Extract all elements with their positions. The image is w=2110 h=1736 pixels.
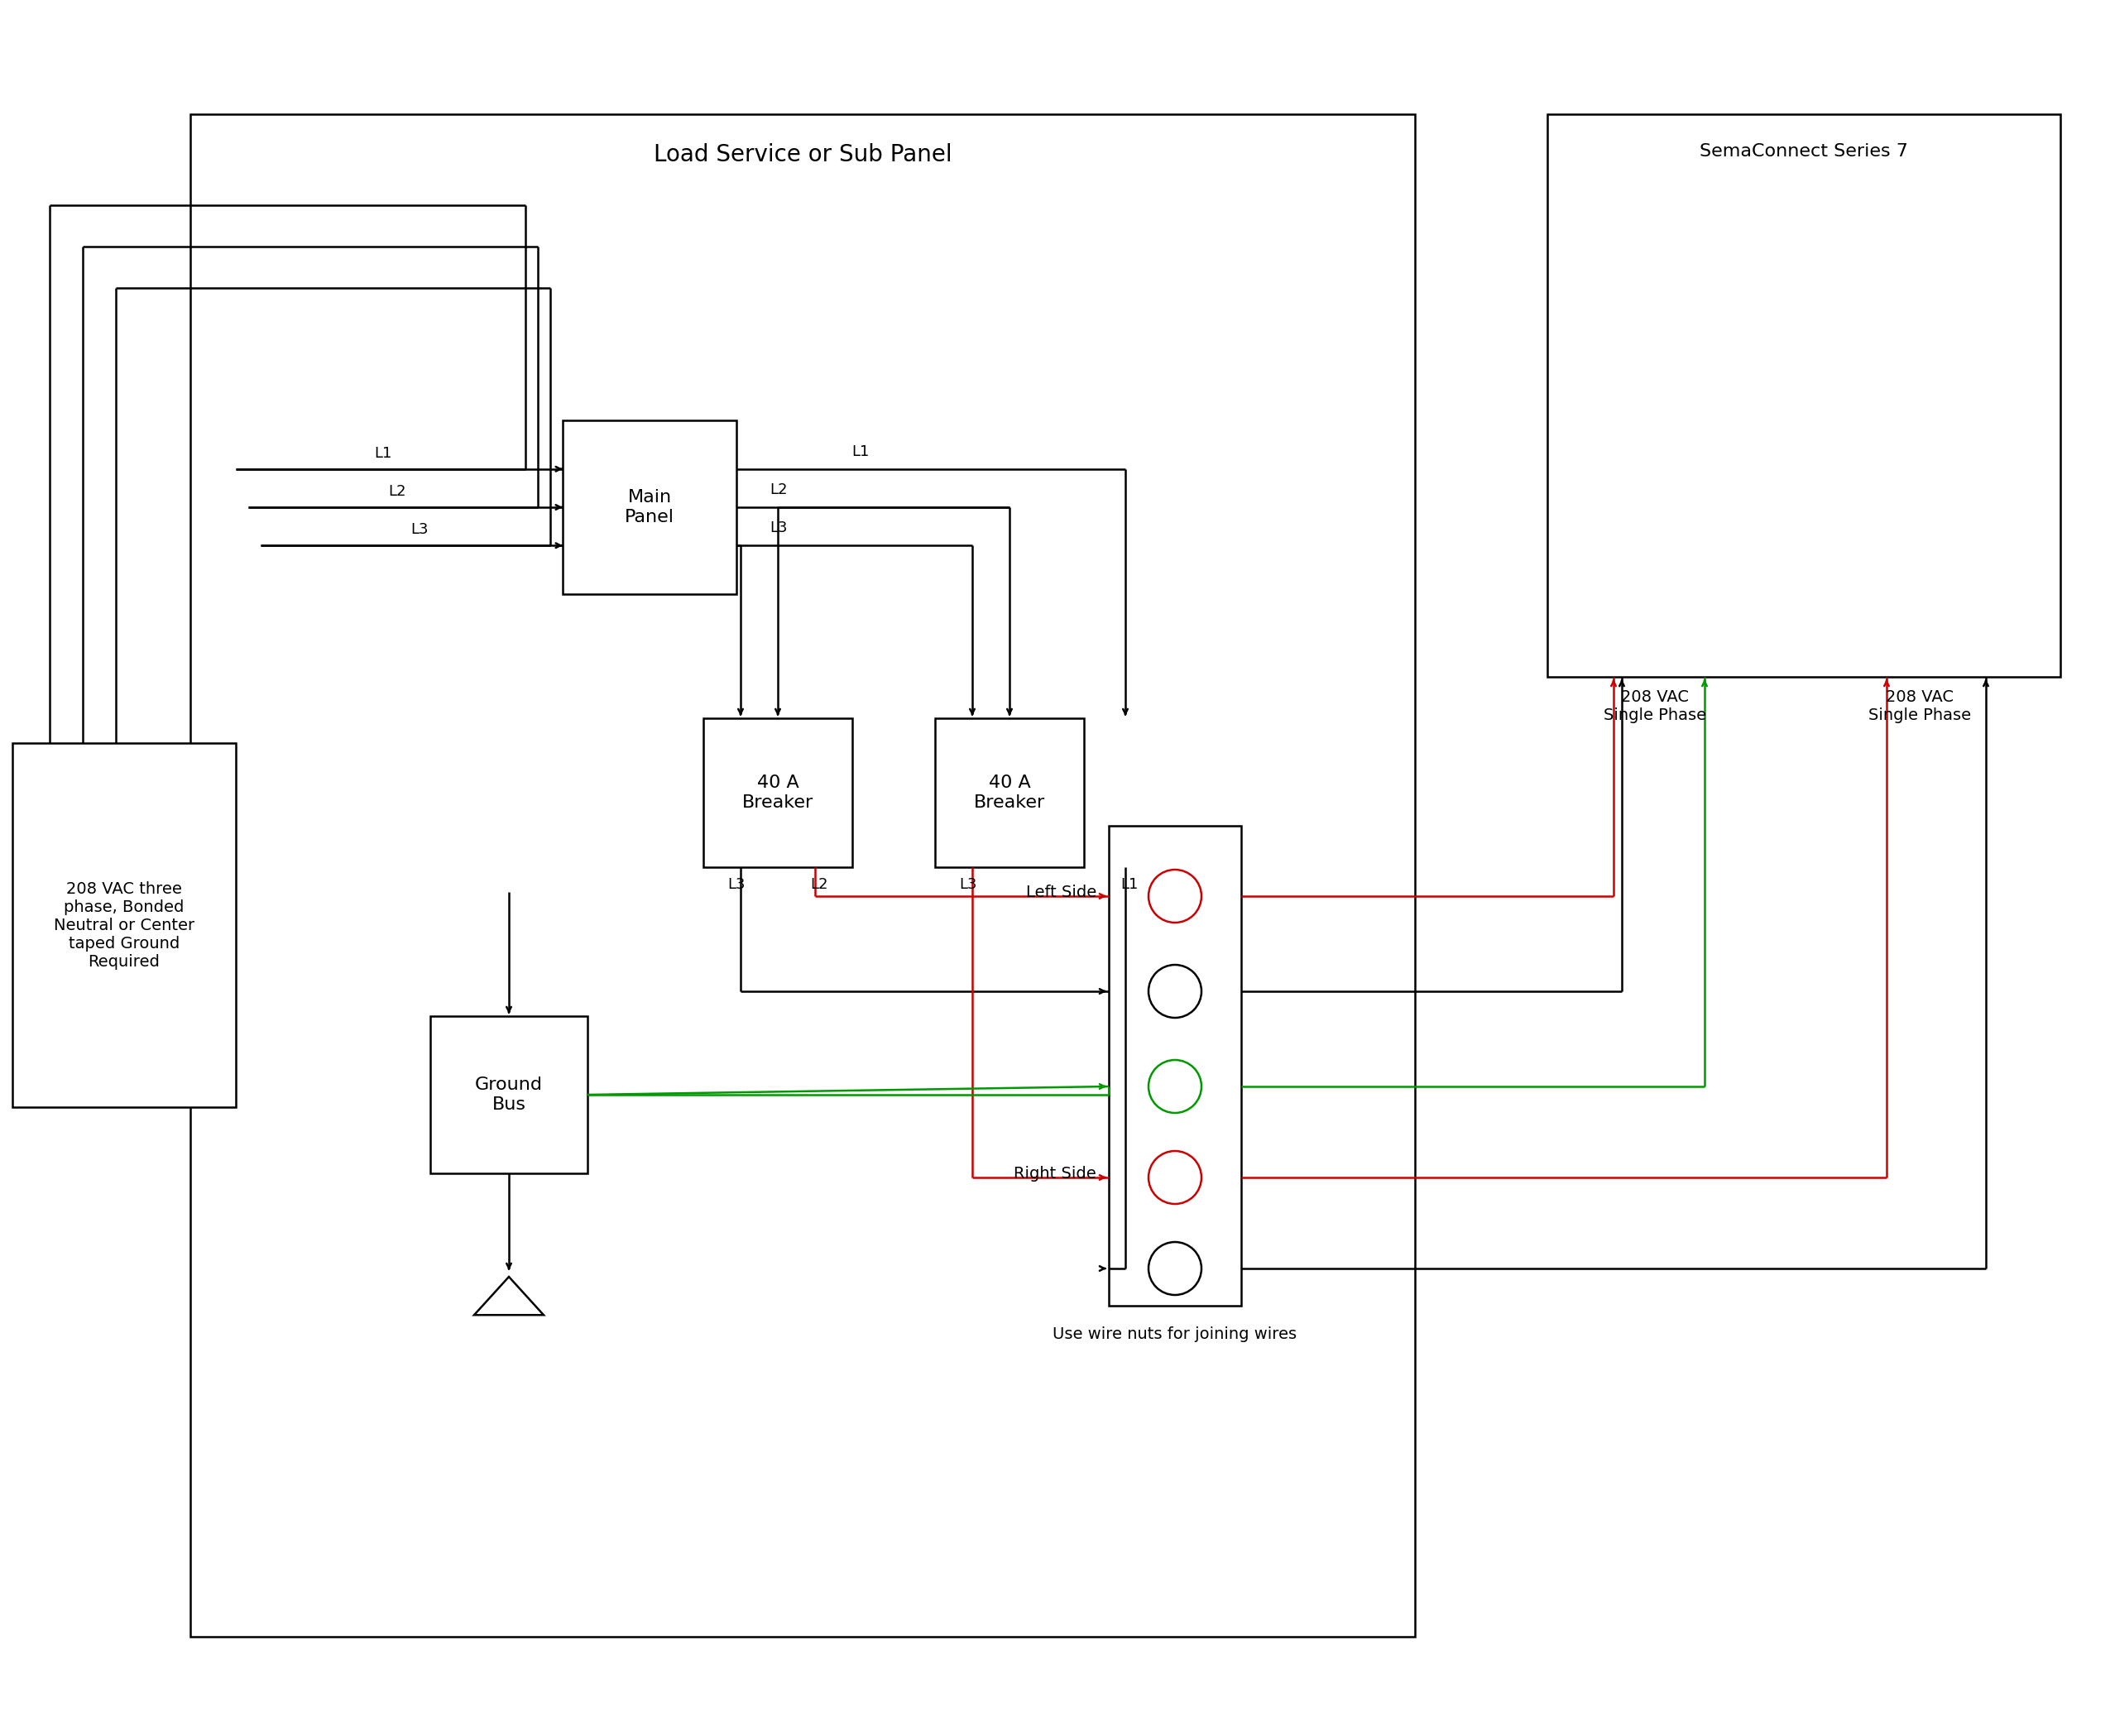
- Circle shape: [1148, 1061, 1201, 1113]
- Bar: [935, 719, 1085, 868]
- Text: L2: L2: [770, 483, 787, 496]
- Text: 40 A
Breaker: 40 A Breaker: [975, 774, 1044, 811]
- Text: 208 VAC three
phase, Bonded
Neutral or Center
taped Ground
Required: 208 VAC three phase, Bonded Neutral or C…: [53, 880, 194, 969]
- Text: L1: L1: [373, 446, 392, 460]
- Bar: [13, 743, 236, 1108]
- Bar: [430, 1016, 587, 1174]
- Text: 208 VAC
Single Phase: 208 VAC Single Phase: [1604, 689, 1707, 724]
- Text: 208 VAC
Single Phase: 208 VAC Single Phase: [1867, 689, 1971, 724]
- Text: Main
Panel: Main Panel: [625, 490, 675, 524]
- Text: Right Side: Right Side: [1013, 1165, 1097, 1180]
- Text: L2: L2: [388, 484, 405, 498]
- Bar: [190, 115, 1416, 1637]
- Text: L3: L3: [728, 877, 745, 892]
- Text: Left Side: Left Side: [1025, 884, 1097, 899]
- Text: Load Service or Sub Panel: Load Service or Sub Panel: [654, 142, 952, 167]
- Text: L3: L3: [960, 877, 977, 892]
- Text: L3: L3: [411, 523, 428, 536]
- Bar: [1108, 826, 1241, 1305]
- Circle shape: [1148, 1241, 1201, 1295]
- Circle shape: [1148, 870, 1201, 922]
- Text: L3: L3: [770, 521, 787, 535]
- Text: SemaConnect Series 7: SemaConnect Series 7: [1701, 142, 1907, 160]
- Bar: [703, 719, 852, 868]
- Text: 40 A
Breaker: 40 A Breaker: [743, 774, 814, 811]
- Text: L1: L1: [852, 444, 869, 458]
- Bar: [1547, 115, 2059, 677]
- Bar: [563, 420, 736, 594]
- Text: L1: L1: [1120, 877, 1137, 892]
- Text: Use wire nuts for joining wires: Use wire nuts for joining wires: [1053, 1326, 1298, 1342]
- Text: Ground
Bus: Ground Bus: [475, 1076, 542, 1113]
- Text: L2: L2: [810, 877, 827, 892]
- Circle shape: [1148, 1151, 1201, 1205]
- Circle shape: [1148, 965, 1201, 1017]
